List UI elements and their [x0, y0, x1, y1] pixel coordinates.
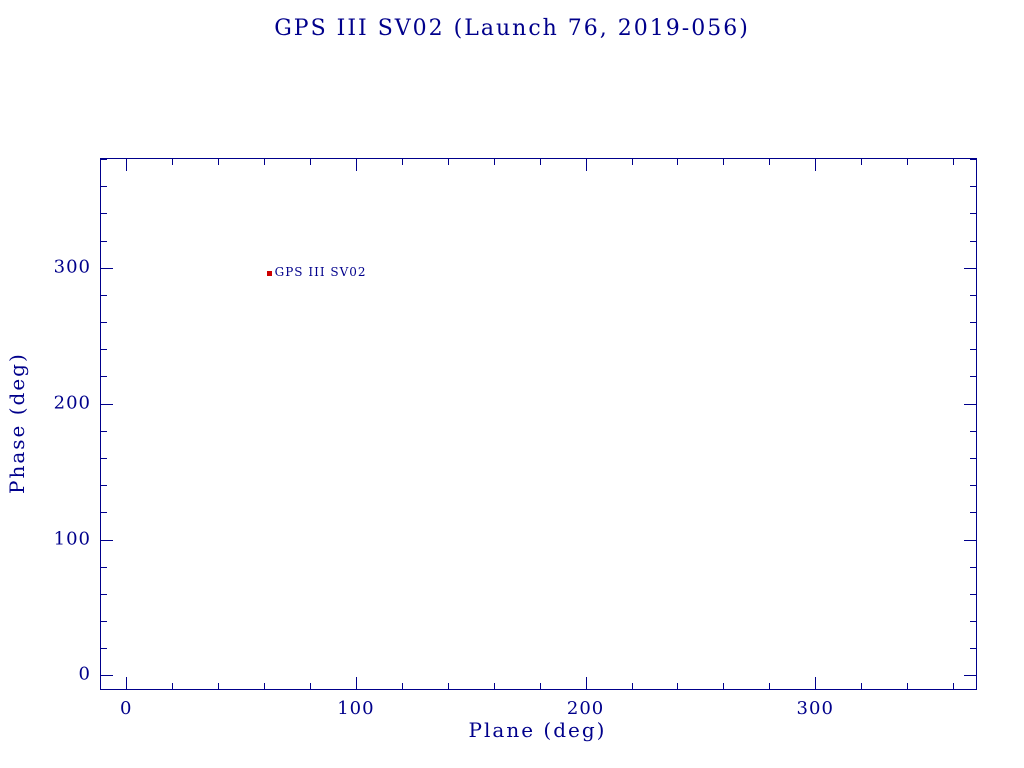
y-major-tick — [964, 267, 976, 269]
y-minor-tick — [101, 593, 107, 595]
x-minor-tick — [493, 159, 495, 165]
x-minor-tick — [723, 159, 725, 165]
x-minor-tick — [539, 683, 541, 689]
y-tick-label: 200 — [53, 392, 91, 414]
y-minor-tick — [101, 186, 107, 188]
y-minor-tick — [101, 159, 107, 160]
data-point-marker — [266, 271, 272, 277]
x-tick-label: 100 — [337, 698, 375, 719]
y-major-tick — [964, 539, 976, 541]
x-minor-tick — [218, 683, 220, 689]
y-axis-label: Phase (deg) — [5, 352, 29, 494]
y-minor-tick — [970, 593, 976, 595]
x-minor-tick — [309, 159, 311, 165]
y-minor-tick — [101, 648, 107, 650]
chart-title: GPS III SV02 (Launch 76, 2019-056) — [274, 16, 750, 41]
x-minor-tick — [953, 159, 955, 165]
y-major-tick — [101, 267, 113, 269]
x-major-tick — [355, 159, 357, 171]
x-major-tick — [585, 159, 587, 171]
y-minor-tick — [101, 485, 107, 487]
y-minor-tick — [970, 159, 976, 160]
x-minor-tick — [218, 159, 220, 165]
x-major-tick — [585, 677, 587, 689]
x-minor-tick — [723, 683, 725, 689]
x-minor-tick — [401, 159, 403, 165]
x-major-tick — [355, 677, 357, 689]
y-minor-tick — [970, 512, 976, 514]
x-minor-tick — [447, 159, 449, 165]
x-minor-tick — [401, 683, 403, 689]
x-minor-tick — [953, 683, 955, 689]
x-minor-tick — [631, 159, 633, 165]
y-major-tick — [964, 403, 976, 405]
x-minor-tick — [677, 683, 679, 689]
y-minor-tick — [101, 566, 107, 568]
y-minor-tick — [101, 294, 107, 296]
x-minor-tick — [861, 683, 863, 689]
y-minor-tick — [101, 512, 107, 514]
y-minor-tick — [101, 621, 107, 623]
y-major-tick — [101, 539, 113, 541]
y-tick-label: 0 — [78, 663, 91, 685]
y-minor-tick — [970, 349, 976, 351]
y-minor-tick — [970, 430, 976, 432]
y-minor-tick — [970, 240, 976, 242]
x-tick-label: 0 — [120, 698, 133, 719]
x-major-tick — [815, 159, 817, 171]
x-minor-tick — [172, 159, 174, 165]
y-minor-tick — [970, 376, 976, 378]
y-minor-tick — [970, 186, 976, 188]
y-tick-label: 100 — [53, 527, 91, 549]
y-minor-tick — [101, 213, 107, 215]
x-minor-tick — [861, 159, 863, 165]
y-minor-tick — [101, 240, 107, 242]
x-major-tick — [815, 677, 817, 689]
plot-area: 0 100 200 300 0 100 200 300 GPS III SV02 — [54, 158, 977, 719]
x-tick-label: 300 — [796, 698, 834, 719]
x-major-tick — [126, 159, 128, 171]
x-minor-tick — [631, 683, 633, 689]
y-major-tick — [101, 675, 113, 677]
y-minor-tick — [970, 485, 976, 487]
y-major-tick — [964, 675, 976, 677]
y-minor-tick — [970, 648, 976, 650]
y-minor-tick — [101, 349, 107, 351]
y-minor-tick — [101, 430, 107, 432]
x-minor-tick — [769, 683, 771, 689]
x-tick-label: 200 — [566, 698, 605, 719]
x-minor-tick — [539, 159, 541, 165]
y-major-tick — [101, 403, 113, 405]
x-minor-tick — [309, 683, 311, 689]
x-minor-tick — [264, 159, 266, 165]
x-major-tick — [126, 677, 128, 689]
y-minor-tick — [101, 457, 107, 459]
x-minor-tick — [493, 683, 495, 689]
x-minor-tick — [172, 683, 174, 689]
x-minor-tick — [447, 683, 449, 689]
y-minor-tick — [970, 566, 976, 568]
x-minor-tick — [907, 683, 909, 689]
x-minor-tick — [264, 683, 266, 689]
y-tick-label: 300 — [53, 256, 91, 278]
y-minor-tick — [970, 457, 976, 459]
y-minor-tick — [970, 294, 976, 296]
data-point-label: GPS III SV02 — [274, 265, 367, 280]
x-axis-label: Plane (deg) — [468, 718, 607, 742]
y-minor-tick — [101, 376, 107, 378]
x-minor-tick — [677, 159, 679, 165]
x-minor-tick — [769, 159, 771, 165]
x-minor-tick — [907, 159, 909, 165]
y-minor-tick — [970, 322, 976, 324]
y-minor-tick — [970, 213, 976, 215]
y-minor-tick — [101, 322, 107, 324]
y-minor-tick — [970, 621, 976, 623]
